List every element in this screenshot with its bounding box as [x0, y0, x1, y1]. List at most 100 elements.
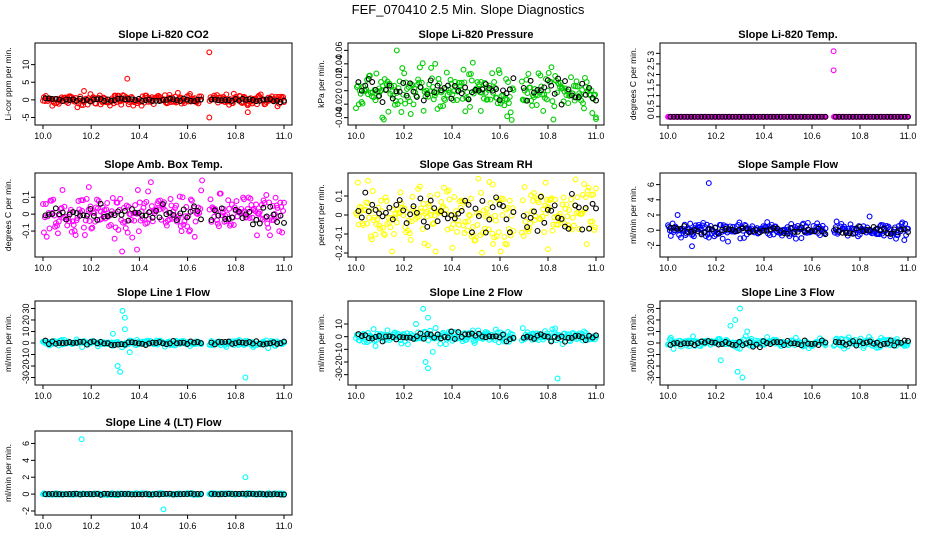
data-point [135, 228, 142, 235]
outlier-point [420, 305, 427, 312]
reference-point [815, 113, 822, 120]
reference-point [867, 113, 874, 120]
data-point [510, 227, 517, 234]
data-point [143, 198, 150, 205]
x-tick-label: 10.8 [227, 391, 245, 401]
reference-point [63, 216, 70, 223]
reference-point [400, 207, 407, 214]
reference-point [90, 491, 97, 498]
outlier-point [78, 436, 85, 443]
reference-point [403, 220, 410, 227]
data-point [230, 221, 237, 228]
data-point [416, 183, 423, 190]
reference-point [739, 113, 746, 120]
data-point [70, 222, 77, 228]
data-point [410, 205, 417, 212]
reference-point [163, 341, 170, 348]
reference-point [708, 339, 715, 346]
reference-point [253, 98, 260, 105]
y-tick-label: 0 [646, 340, 656, 345]
outlier-point [477, 107, 484, 114]
data-point [410, 101, 417, 108]
reference-point [887, 230, 894, 237]
reference-point [681, 340, 688, 347]
reference-point [246, 208, 253, 215]
data-point [454, 228, 460, 235]
data-point [198, 187, 205, 194]
data-point [132, 202, 139, 209]
reference-point [80, 212, 87, 219]
reference-point [572, 94, 579, 101]
data-point [218, 212, 225, 219]
reference-point [510, 334, 517, 341]
data-point [116, 206, 123, 213]
reference-point [880, 225, 887, 232]
data-point [207, 196, 214, 203]
reference-point [191, 98, 198, 105]
reference-point [808, 227, 815, 234]
data-point [406, 230, 413, 237]
outlier-point [119, 307, 126, 314]
outlier-point [121, 314, 128, 321]
reference-point [832, 226, 839, 233]
reference-point [884, 230, 891, 237]
reference-point [156, 214, 163, 221]
reference-point [431, 334, 438, 341]
reference-point [407, 80, 414, 87]
reference-point [142, 491, 149, 498]
data-point [894, 232, 901, 238]
reference-point [191, 491, 198, 498]
reference-point [358, 333, 365, 339]
reference-point [249, 97, 256, 103]
data-point [470, 232, 477, 239]
data-point [501, 102, 508, 109]
reference-point [56, 339, 63, 346]
data-point [354, 179, 361, 186]
reference-point [101, 340, 108, 347]
x-tick-label: 10.0 [34, 521, 52, 531]
y-tick-label: 0.1 [21, 191, 31, 204]
data-point [533, 102, 540, 108]
reference-point [688, 113, 695, 120]
reference-point [372, 333, 379, 340]
reference-point [465, 96, 472, 103]
data-point [370, 326, 377, 333]
data-point [499, 212, 506, 219]
y-tick-label: -0.1 [334, 226, 344, 242]
reference-point [263, 491, 270, 498]
panel-title: Slope Amb. Box Temp. [104, 159, 223, 171]
data-point [86, 218, 93, 225]
reference-point [239, 215, 246, 222]
data-point [384, 327, 391, 334]
outlier-point [124, 75, 131, 82]
data-point [501, 233, 508, 240]
reference-point [801, 337, 808, 344]
data-point [357, 90, 364, 97]
reference-point [715, 341, 722, 348]
reference-point [849, 338, 856, 345]
y-tick-label: 4 [646, 197, 656, 202]
reference-point [558, 333, 565, 340]
reference-point [211, 491, 218, 498]
x-tick-label: 10.2 [82, 391, 100, 401]
data-point [103, 206, 110, 213]
reference-point [787, 113, 794, 120]
reference-point [128, 339, 135, 346]
data-point [466, 211, 473, 218]
reference-point [891, 342, 898, 349]
reference-point [170, 96, 177, 103]
reference-point [898, 113, 905, 120]
data-point [398, 109, 405, 115]
reference-point [63, 339, 70, 346]
reference-point [410, 203, 417, 210]
outlier-point [744, 328, 751, 335]
data-point [50, 196, 57, 203]
data-point [281, 199, 287, 206]
reference-point [45, 491, 52, 498]
reference-point [770, 113, 777, 120]
reference-point [798, 342, 805, 349]
x-tick-label: 10.0 [659, 391, 677, 401]
x-tick-label: 11.0 [588, 263, 605, 273]
outlier-point [737, 345, 743, 352]
reference-point [173, 217, 180, 224]
